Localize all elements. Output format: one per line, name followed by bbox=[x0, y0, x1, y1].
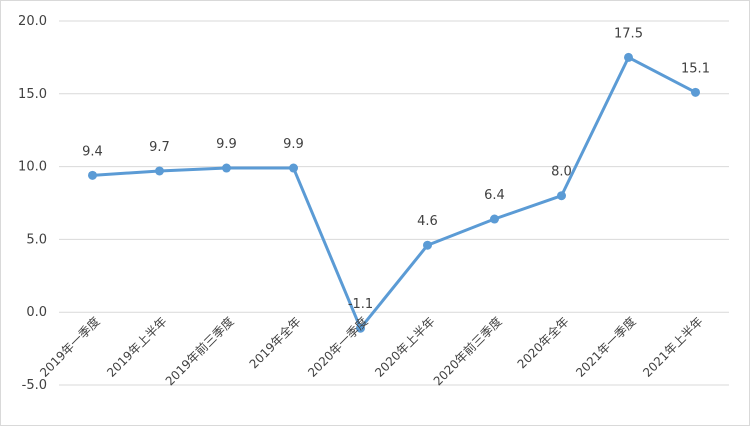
data-label: 9.7 bbox=[149, 140, 170, 155]
data-point bbox=[557, 191, 566, 201]
data-label: 4.6 bbox=[417, 214, 438, 229]
y-tick-label: -5.0 bbox=[22, 378, 47, 393]
y-tick-label: 10.0 bbox=[18, 160, 47, 175]
data-points bbox=[88, 52, 700, 333]
y-tick-label: 15.0 bbox=[18, 87, 47, 102]
data-point bbox=[155, 166, 164, 176]
data-point bbox=[222, 163, 231, 173]
data-point bbox=[490, 214, 499, 224]
series-line-layer bbox=[92, 55, 697, 330]
x-tick-label: 2020年前三季度 bbox=[430, 314, 505, 389]
data-label: 9.9 bbox=[216, 137, 237, 152]
data-label: 17.5 bbox=[614, 26, 643, 41]
data-point bbox=[356, 323, 365, 333]
data-label: -1.1 bbox=[348, 297, 373, 312]
x-tick-label: 2021年上半年 bbox=[640, 314, 705, 379]
x-tick-label: 2020年上半年 bbox=[372, 314, 437, 379]
gridlines bbox=[59, 20, 729, 386]
data-label: 15.1 bbox=[681, 61, 710, 76]
data-point bbox=[624, 52, 633, 62]
x-tick-label: 2021年一季度 bbox=[572, 314, 638, 380]
data-point bbox=[289, 163, 298, 173]
x-tick-label: 2019年一季度 bbox=[36, 314, 102, 380]
data-label: 6.4 bbox=[484, 188, 505, 203]
data-point bbox=[88, 170, 97, 180]
x-tick-label: 2019年前三季度 bbox=[162, 314, 237, 389]
data-labels: 9.4 9.7 9.9 9.9 -1.1 4.6 6.4 8.0 17.5 15.1 bbox=[82, 26, 710, 312]
x-tick-label: 2019年全年 bbox=[246, 314, 304, 372]
data-label: 9.9 bbox=[283, 137, 304, 152]
x-tick-label: 2019年上半年 bbox=[104, 314, 169, 379]
data-point bbox=[423, 240, 432, 250]
x-tick-label: 2020年一季度 bbox=[304, 314, 370, 380]
y-tick-label: 20.0 bbox=[18, 14, 47, 29]
series-line bbox=[92, 55, 697, 330]
data-point bbox=[691, 87, 700, 97]
y-tick-label: 0.0 bbox=[26, 305, 47, 320]
data-label: 9.4 bbox=[82, 144, 103, 159]
y-tick-label: 5.0 bbox=[26, 232, 47, 247]
data-label: 8.0 bbox=[551, 165, 572, 180]
x-tick-label: 2020年全年 bbox=[514, 314, 572, 372]
y-axis-ticks: -5.0 0.0 5.0 10.0 15.0 20.0 bbox=[18, 14, 47, 393]
